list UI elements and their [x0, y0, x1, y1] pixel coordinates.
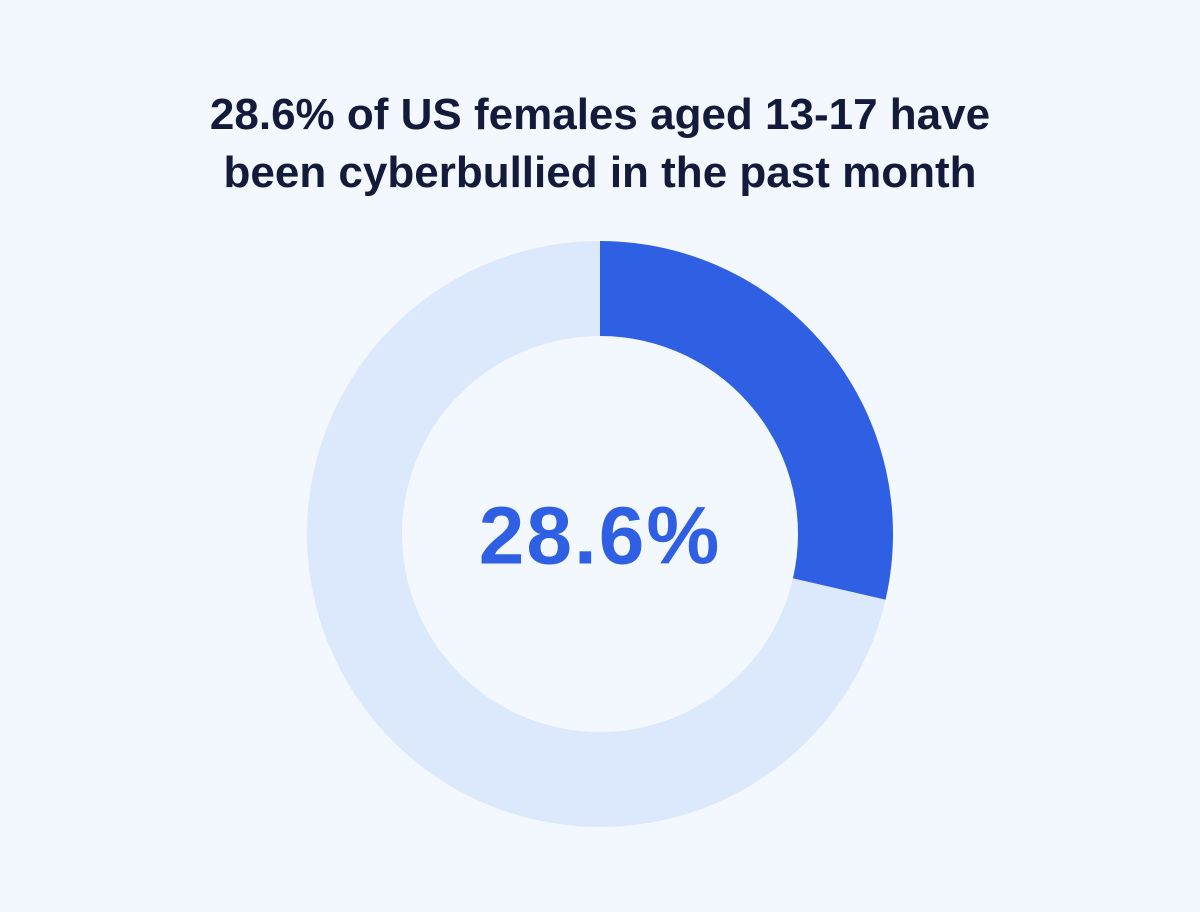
chart-title: 28.6% of US females aged 13-17 have been… — [209, 90, 991, 197]
donut-segment — [600, 241, 893, 600]
center-label: 28.6% — [479, 491, 722, 582]
donut-segment — [306, 241, 886, 827]
